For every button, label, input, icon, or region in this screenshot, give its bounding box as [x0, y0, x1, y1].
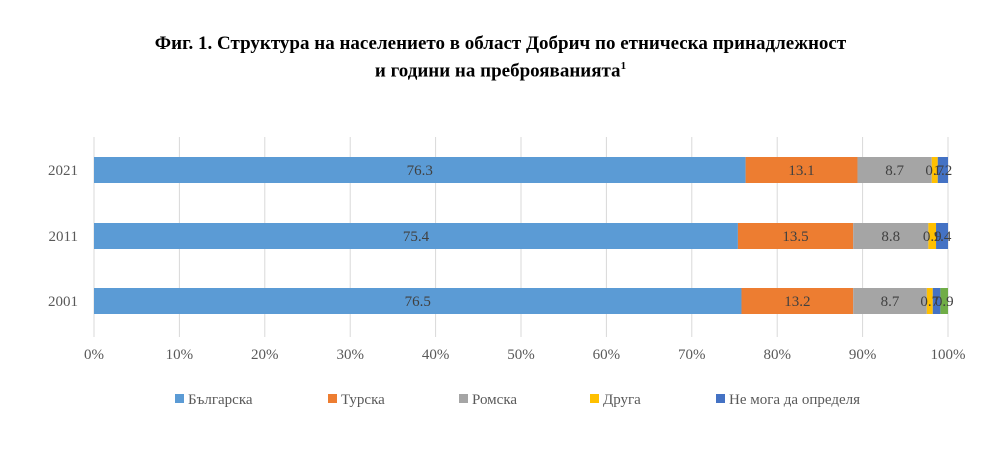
chart-title-text-2: и години на преброяванията	[374, 60, 621, 82]
x-tick-label-0: 0%	[84, 347, 104, 363]
data-label-2011-series-0: 75.4	[403, 229, 430, 245]
y-tick-label-2021: 2021	[48, 163, 78, 179]
data-label-2001-series-5: 0.9	[935, 294, 954, 310]
legend-label-Турска: Турска	[341, 392, 385, 408]
legend: Българска Турска Ромска Друга Не мога да опр…	[175, 392, 860, 408]
x-tick-label-1: 10%	[166, 347, 194, 363]
bar-2001-series-3	[926, 288, 933, 314]
data-label-2001-series-2: 8.7	[881, 294, 900, 310]
chart-title-text-1: Фиг. 1. Структура на населението в облас…	[154, 33, 847, 54]
x-tick-label-2: 20%	[251, 347, 279, 363]
bar-2021-series-4	[937, 157, 948, 183]
data-label-2021-series-0: 76.3	[407, 163, 433, 179]
data-label-2021-series-3: 0.7	[925, 163, 944, 179]
data-label-2001-series-3: 0.7	[920, 294, 939, 310]
data-label-2021-series-1: 13.1	[788, 163, 814, 179]
legend-label-Друга: Друга	[603, 392, 641, 408]
x-tick-label-4: 40%	[422, 347, 450, 363]
legend-label-Не-мога-да-определя: Не мога да определя	[729, 392, 860, 408]
x-tick-label-9: 90%	[849, 347, 877, 363]
data-label-2011-series-2: 8.8	[881, 229, 900, 245]
x-tick-label-5: 50%	[507, 347, 535, 363]
bars	[94, 157, 948, 314]
y-axis-labels: 2021 2011 2001	[48, 163, 78, 310]
x-tick-label-10: 100%	[931, 347, 966, 363]
bar-2021-series-1	[745, 157, 858, 183]
bar-2001-series-1	[741, 288, 854, 314]
x-tick-label-3: 30%	[336, 347, 364, 363]
legend-swatch-Турска	[328, 394, 337, 403]
bar-2021-series-2	[857, 157, 932, 183]
x-tick-label-8: 80%	[763, 347, 791, 363]
legend-swatch-Българска	[175, 394, 184, 403]
title-footnote-mark: 1	[620, 60, 627, 72]
bar-2021-series-0	[94, 157, 746, 183]
chart-title-line-2: и години на преброяванията1	[0, 60, 1001, 82]
x-tick-label-7: 70%	[678, 347, 706, 363]
bar-2021-series-3	[931, 157, 938, 183]
legend-label-Ромска: Ромска	[472, 392, 517, 408]
bar-2011-series-4	[936, 223, 948, 249]
bar-data-labels: 76.3 13.1 8.7 0.71.275.4 13.5 8.8 0.91.476.5 13…	[403, 163, 954, 310]
data-label-2011-series-4: 1.4	[933, 229, 952, 245]
legend-swatch-Друга	[590, 394, 599, 403]
legend-swatch-Ромска	[459, 394, 468, 403]
chart-title-line-1: Фиг. 1. Структура на населението в облас…	[0, 33, 1001, 55]
bar-2011-series-0	[94, 223, 738, 249]
legend-label-Българска: Българска	[188, 392, 253, 408]
data-label-2021-series-2: 8.7	[885, 163, 904, 179]
y-tick-label-2001: 2001	[48, 294, 78, 310]
x-tick-label-6: 60%	[593, 347, 621, 363]
data-label-2011-series-1: 13.5	[782, 229, 808, 245]
bar-2011-series-1	[737, 223, 854, 249]
bar-2001-series-2	[853, 288, 927, 314]
bar-2011-series-3	[928, 223, 937, 249]
legend-swatch-Не-мога-да-определя	[716, 394, 725, 403]
data-label-2021-series-4: 1.2	[934, 163, 953, 179]
x-axis-labels: 0% 10% 20% 30% 40% 50% 60% 70% 80% 90% 100%	[84, 347, 966, 363]
data-label-2001-series-0: 76.5	[405, 294, 431, 310]
y-tick-label-2011: 2011	[49, 229, 78, 245]
bar-2011-series-2	[853, 223, 929, 249]
bar-2001-series-4	[932, 288, 941, 314]
data-label-2001-series-1: 13.2	[784, 294, 810, 310]
bar-2001-series-5	[940, 288, 948, 314]
data-label-2011-series-3: 0.9	[923, 229, 942, 245]
bar-2001-series-0	[94, 288, 742, 314]
